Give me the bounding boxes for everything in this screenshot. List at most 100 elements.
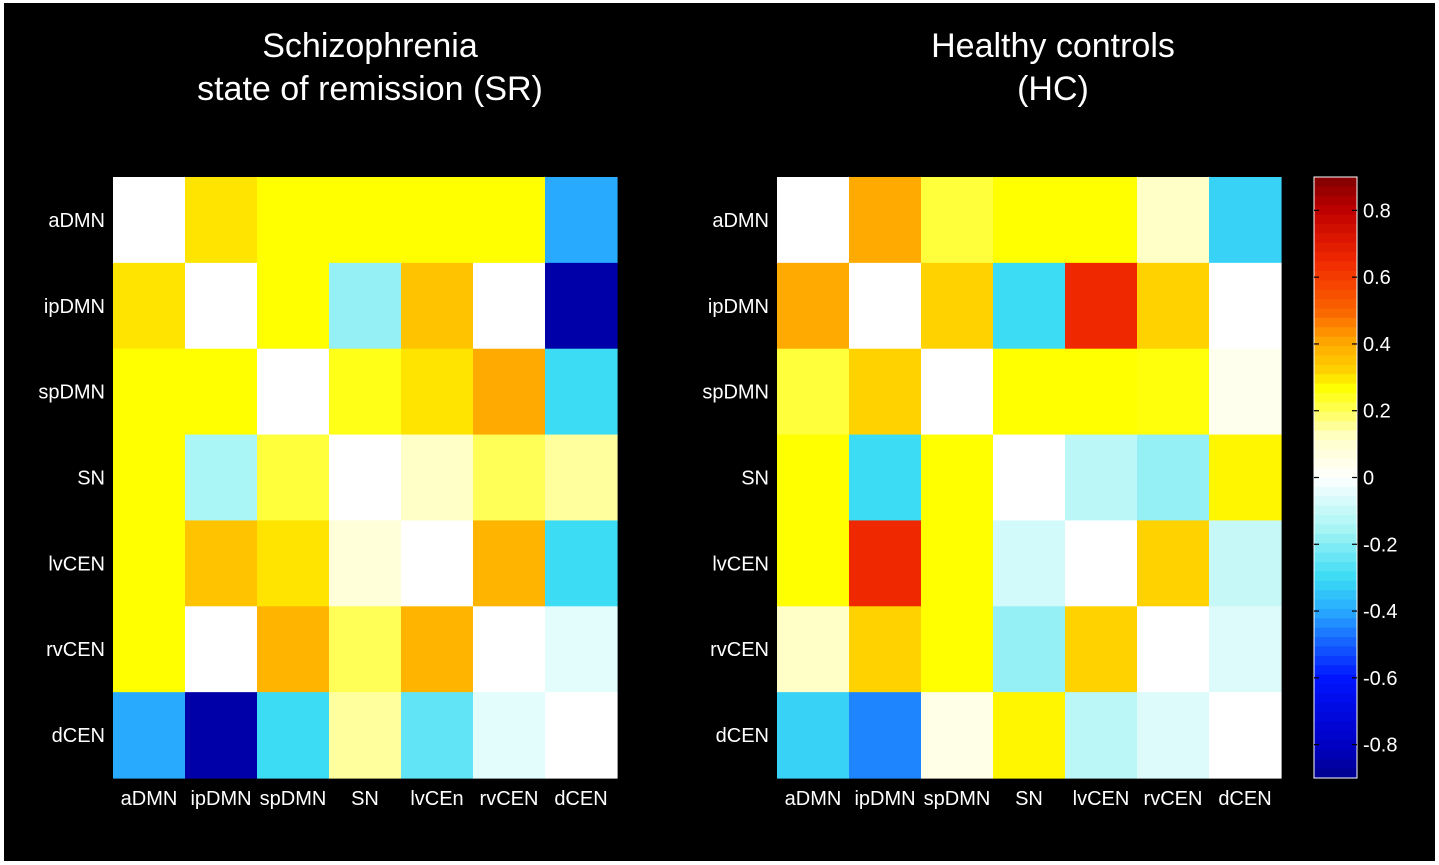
hc-cell-r4-c6 <box>1209 520 1282 607</box>
hc-cell-r0-c4 <box>1065 177 1138 264</box>
colorbar-segment-15 <box>1314 317 1357 328</box>
colorbar-segment-8 <box>1314 252 1357 263</box>
colorbar-segment-33 <box>1314 486 1357 497</box>
colorbar-segment-48 <box>1314 627 1357 638</box>
hc-cell-r0-c2 <box>921 177 994 264</box>
colorbar-segment-38 <box>1314 533 1357 544</box>
colorbar-segment-4 <box>1314 214 1357 225</box>
sr-cell-r4-c0 <box>113 520 186 607</box>
colorbar-segment-9 <box>1314 261 1357 272</box>
colorbar-segment-34 <box>1314 496 1357 507</box>
sr-cell-r2-c3 <box>329 348 402 436</box>
colorbar-segment-56 <box>1314 702 1357 713</box>
colorbar-segment-37 <box>1314 524 1357 535</box>
hc-cell-r2-c4 <box>1065 348 1138 436</box>
hc-cell-r3-c3 <box>993 434 1066 522</box>
sr-col-label-1: ipDMN <box>190 788 251 810</box>
sr-cell-r0-c1 <box>185 177 258 264</box>
sr-cell-r1-c1 <box>185 262 258 350</box>
sr-cell-r2-c6 <box>545 348 618 436</box>
hc-cell-r1-c3 <box>993 262 1066 350</box>
hc-cell-r6-c2 <box>921 692 994 779</box>
colorbar-segment-1 <box>1314 186 1357 197</box>
colorbar-segment-21 <box>1314 374 1357 385</box>
colorbar-tick-label-2: 0.4 <box>1363 334 1391 356</box>
sr-cell-r3-c6 <box>545 434 618 522</box>
sr-cell-r3-c2 <box>257 434 330 522</box>
colorbar-segment-14 <box>1314 308 1357 319</box>
left-title-line-2: state of remission (SR) <box>197 70 543 108</box>
colorbar-segment-51 <box>1314 655 1357 666</box>
sr-cell-r4-c5 <box>473 520 546 607</box>
hc-cell-r3-c4 <box>1065 434 1138 522</box>
sr-cell-r6-c2 <box>257 692 330 779</box>
hc-cell-r5-c3 <box>993 606 1066 693</box>
left-title-line-1: Schizophrenia <box>262 27 478 65</box>
colorbar-segment-6 <box>1314 233 1357 244</box>
colorbar-segment-23 <box>1314 392 1357 403</box>
hc-cell-r2-c1 <box>849 348 922 436</box>
hc-cell-r5-c4 <box>1065 606 1138 693</box>
hc-row-label-6: dCEN <box>716 725 769 747</box>
sr-cell-r6-c1 <box>185 692 258 779</box>
colorbar-segment-58 <box>1314 721 1357 732</box>
sr-cell-r5-c6 <box>545 606 618 693</box>
sr-row-label-2: spDMN <box>38 382 105 404</box>
colorbar-segment-59 <box>1314 731 1357 742</box>
sr-cell-r3-c1 <box>185 434 258 522</box>
hc-cell-r0-c5 <box>1137 177 1210 264</box>
hc-cell-r4-c0 <box>777 520 850 607</box>
colorbar-segment-24 <box>1314 402 1357 413</box>
colorbar-segment-54 <box>1314 684 1357 695</box>
colorbar-segment-30 <box>1314 458 1357 469</box>
colorbar-segment-16 <box>1314 327 1357 338</box>
hc-cell-r0-c0 <box>777 177 850 264</box>
hc-col-label-6: dCEN <box>1218 788 1271 810</box>
colorbar-segment-27 <box>1314 430 1357 441</box>
hc-cell-r1-c5 <box>1137 262 1210 350</box>
hc-cell-r6-c6 <box>1209 692 1282 779</box>
colorbar-segment-19 <box>1314 355 1357 366</box>
sr-cell-r2-c5 <box>473 348 546 436</box>
hc-cell-r2-c2 <box>921 348 994 436</box>
sr-cell-r3-c4 <box>401 434 474 522</box>
colorbar-segment-41 <box>1314 562 1357 573</box>
colorbar-segment-55 <box>1314 693 1357 704</box>
sr-cell-r2-c0 <box>113 348 186 436</box>
colorbar-tick-label-3: 0.2 <box>1363 401 1391 423</box>
hc-col-label-4: lvCEN <box>1073 788 1130 810</box>
colorbar-segment-32 <box>1314 477 1357 488</box>
sr-cell-r5-c0 <box>113 606 186 693</box>
sr-col-label-2: spDMN <box>260 788 327 810</box>
hc-cell-r5-c6 <box>1209 606 1282 693</box>
sr-cell-r1-c4 <box>401 262 474 350</box>
sr-cell-r3-c3 <box>329 434 402 522</box>
hc-row-label-5: rvCEN <box>710 639 769 661</box>
sr-cell-r4-c6 <box>545 520 618 607</box>
hc-cell-r6-c1 <box>849 692 922 779</box>
hc-cell-r6-c4 <box>1065 692 1138 779</box>
hc-cell-r3-c6 <box>1209 434 1282 522</box>
sr-cell-r6-c6 <box>545 692 618 779</box>
colorbar-segment-45 <box>1314 599 1357 610</box>
hc-cell-r4-c4 <box>1065 520 1138 607</box>
colorbar-segment-44 <box>1314 590 1357 601</box>
right-title-line-1: Healthy controls <box>931 27 1175 65</box>
colorbar-segment-17 <box>1314 336 1357 347</box>
colorbar-segment-25 <box>1314 411 1357 422</box>
colorbar-tick-label-8: -0.8 <box>1363 735 1397 757</box>
hc-cell-r1-c0 <box>777 262 850 350</box>
sr-row-label-3: SN <box>77 468 105 490</box>
sr-col-label-0: aDMN <box>121 788 178 810</box>
colorbar-segment-43 <box>1314 580 1357 591</box>
hc-cell-r1-c4 <box>1065 262 1138 350</box>
colorbar-segment-60 <box>1314 740 1357 751</box>
sr-cell-r1-c2 <box>257 262 330 350</box>
hc-cell-r2-c5 <box>1137 348 1210 436</box>
sr-cell-r3-c5 <box>473 434 546 522</box>
hc-col-label-0: aDMN <box>785 788 842 810</box>
hc-cell-r5-c5 <box>1137 606 1210 693</box>
colorbar-segment-63 <box>1314 768 1357 779</box>
hc-cell-r1-c1 <box>849 262 922 350</box>
